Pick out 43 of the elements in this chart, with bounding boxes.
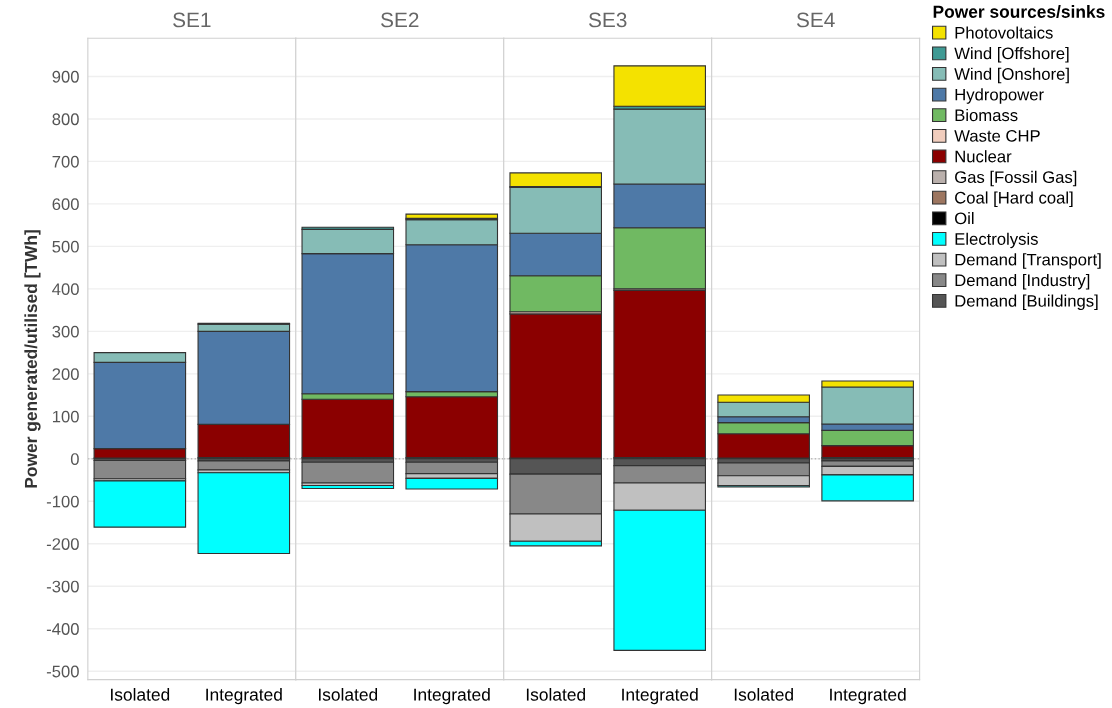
legend-label: Wind [Onshore] [954, 67, 1069, 84]
legend-label: Demand [Buildings] [955, 294, 1098, 311]
legend-label: Hydropower [955, 88, 1044, 104]
y-tick-label: 400 [52, 283, 79, 296]
y-tick-label: 200 [52, 368, 79, 381]
y-tick-label: 700 [52, 155, 79, 168]
y-tick-label: -500 [46, 665, 79, 678]
chart-title: SE1 [173, 12, 211, 28]
legend-label: Oil [955, 212, 974, 225]
y-axis-title: Power generated/utilised [TWh] [24, 230, 41, 488]
chart-title: SE3 [588, 12, 627, 28]
y-tick-label: 300 [52, 325, 79, 338]
legend-label: Waste CHP [954, 129, 1040, 142]
legend-label: Wind [Offshore] [954, 47, 1069, 63]
y-tick-label: 500 [52, 240, 79, 253]
x-tick-label: Integrated [830, 688, 906, 705]
x-tick-label: Integrated [622, 688, 698, 705]
y-tick-label: -100 [46, 495, 79, 508]
y-tick-label: -400 [46, 623, 79, 635]
y-tick-label: -200 [46, 538, 79, 550]
x-tick-label: Integrated [206, 688, 282, 705]
chart-title: SE4 [796, 12, 835, 28]
legend-label: Demand [Industry] [955, 273, 1090, 290]
legend-label: Demand [Transport] [955, 253, 1101, 269]
legend-label: Electrolysis [955, 232, 1038, 249]
x-tick-label: Isolated [318, 688, 378, 701]
chart-title: SE2 [381, 12, 419, 28]
legend-label: Nuclear [955, 150, 1012, 163]
x-tick-label: Isolated [526, 688, 586, 701]
y-tick-label: 600 [52, 198, 79, 211]
legend-title: Power sources/sinks [933, 5, 1105, 19]
y-tick-label: 800 [52, 113, 79, 126]
x-tick-label: Isolated [111, 688, 170, 701]
legend-label: Photovoltaics [955, 26, 1053, 39]
legend-label: Gas [Fossil Gas] [955, 170, 1077, 187]
legend-label: Coal [Hard coal] [955, 191, 1073, 207]
x-tick-label: Integrated [414, 688, 490, 705]
y-tick-label: -300 [46, 580, 79, 593]
x-tick-label: Isolated [734, 688, 793, 701]
y-tick-label: 900 [52, 70, 79, 83]
y-tick-label: 0 [70, 453, 79, 465]
y-tick-label: 100 [52, 410, 79, 423]
legend-label: Biomass [955, 108, 1018, 122]
